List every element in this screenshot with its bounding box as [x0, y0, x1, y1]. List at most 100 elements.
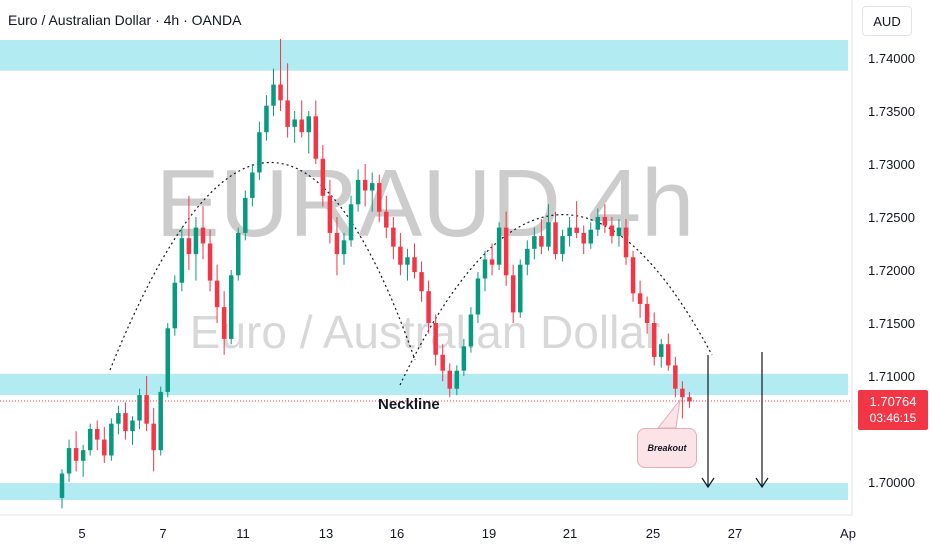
zone-1: [0, 39, 848, 71]
candle-body: [489, 259, 495, 265]
candle: [334, 217, 340, 276]
y-tick-label: 1.72500: [868, 210, 915, 225]
bar-countdown: 03:46:15: [869, 411, 917, 425]
candle-body: [503, 227, 509, 276]
candle-body: [313, 116, 319, 159]
candle-body: [137, 395, 142, 421]
candle: [80, 444, 86, 477]
candle-body: [687, 397, 692, 402]
chart-title: Euro / Australian Dollar · 4h · OANDA: [8, 12, 242, 28]
candle-body: [602, 217, 608, 226]
candle-body: [66, 448, 72, 474]
candle-body: [426, 291, 431, 323]
candle-body: [518, 264, 523, 313]
candle: [567, 217, 572, 247]
candle: [609, 217, 615, 244]
candle: [602, 204, 608, 233]
candle-body: [637, 293, 643, 304]
candle: [468, 307, 474, 353]
candle: [172, 275, 178, 336]
candle-body: [299, 119, 304, 133]
candle: [158, 386, 163, 456]
candle: [553, 211, 558, 260]
candle-body: [553, 222, 558, 255]
candle-body: [306, 116, 311, 133]
candle: [384, 195, 389, 239]
candle: [637, 280, 643, 318]
x-tick-label: 16: [390, 526, 404, 541]
y-tick-label: 1.73000: [868, 157, 915, 172]
candle: [666, 333, 671, 371]
candle: [377, 174, 382, 223]
candle: [313, 100, 319, 164]
candle-body: [651, 323, 657, 357]
candle-body: [264, 105, 269, 133]
breakout-callout: Breakout: [637, 428, 697, 468]
target-arrows: [701, 352, 769, 489]
candle: [292, 111, 297, 143]
candle-body: [355, 179, 361, 205]
candle: [616, 219, 622, 247]
candle-body: [278, 84, 283, 101]
candle-body: [588, 229, 593, 244]
candle-body: [567, 227, 572, 237]
candle-body: [95, 429, 100, 440]
candle: [581, 225, 586, 255]
candle-body: [461, 346, 467, 371]
candle-body: [200, 227, 206, 244]
candle-body: [560, 236, 565, 255]
candle: [327, 179, 333, 244]
candle: [461, 338, 467, 376]
price-axis[interactable]: 1.74000 1.73500 1.73000 1.72500 1.72000 1.715…: [868, 51, 915, 490]
candle-body: [440, 354, 445, 371]
candle-body: [398, 246, 403, 265]
candle-body: [659, 344, 664, 357]
candle: [440, 344, 445, 382]
candle-body: [151, 423, 156, 451]
candle-body: [250, 172, 255, 198]
candle: [398, 232, 403, 276]
candle-body: [454, 370, 460, 389]
candle: [341, 232, 347, 265]
candle: [355, 169, 361, 212]
candle: [433, 314, 438, 366]
candle: [151, 407, 156, 472]
candle: [644, 296, 650, 334]
candle-body: [369, 183, 375, 191]
candle: [285, 63, 290, 138]
candle-body: [193, 227, 199, 255]
candle: [546, 204, 551, 251]
candle-body: [271, 84, 276, 106]
candle: [503, 211, 509, 286]
candle-body: [109, 423, 114, 456]
currency-button[interactable]: AUD: [862, 6, 912, 36]
target-arrow: [701, 355, 715, 489]
candle-body: [116, 413, 121, 424]
candle-body: [581, 232, 586, 244]
candle-body: [243, 197, 248, 233]
candle: [116, 405, 121, 435]
candle: [405, 248, 410, 281]
candle-body: [405, 257, 410, 265]
candle-body: [292, 119, 297, 127]
candle: [193, 217, 199, 281]
candle: [560, 229, 565, 262]
zone-2: [0, 373, 848, 396]
candle-body: [285, 100, 290, 127]
candle: [525, 240, 530, 276]
candle: [221, 291, 227, 355]
x-tick-label: 5: [78, 526, 85, 541]
candle-body: [447, 370, 452, 389]
candle: [59, 469, 65, 509]
candle: [412, 243, 417, 279]
candle-body: [412, 257, 417, 273]
candle-body: [574, 227, 579, 233]
candle-body: [320, 158, 326, 196]
candle-body: [623, 227, 629, 258]
time-axis[interactable]: 5 7 11 13 16 19 21 25 27 Ap: [78, 526, 856, 541]
x-tick-label: 11: [236, 526, 250, 541]
candle-body: [644, 303, 650, 323]
candle: [687, 391, 692, 408]
candle: [137, 388, 142, 429]
